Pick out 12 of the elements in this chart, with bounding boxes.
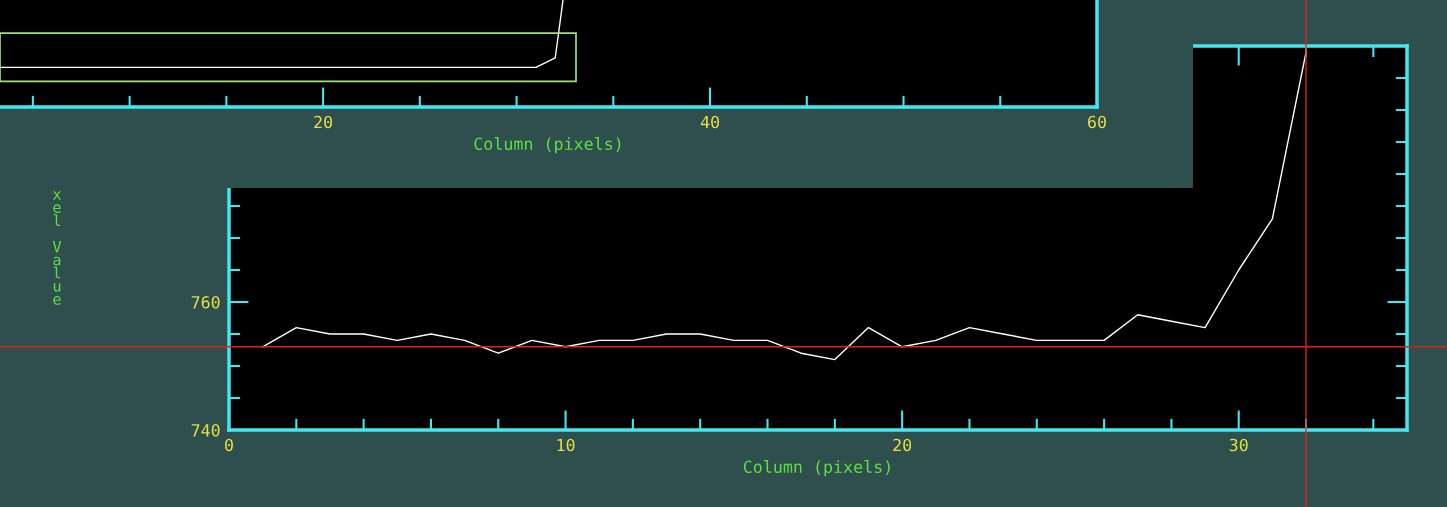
y-axis-title: xel Value xyxy=(52,191,62,305)
x-tick-label: 30 xyxy=(1229,438,1248,452)
x-tick-label: 60 xyxy=(1088,115,1106,129)
x-tick-label: 10 xyxy=(557,438,575,452)
x-tick-label: 0 xyxy=(225,438,233,452)
y-tick-label: 760 xyxy=(191,296,220,309)
x-tick-label: 40 xyxy=(700,115,719,129)
y-tick-label: 740 xyxy=(191,424,220,437)
x-tick-label: 20 xyxy=(893,438,912,452)
x-tick-label: 20 xyxy=(314,115,333,129)
x-axis-title: Column (pixels) xyxy=(743,460,890,477)
x-axis-title: Column (pixels) xyxy=(474,137,621,154)
